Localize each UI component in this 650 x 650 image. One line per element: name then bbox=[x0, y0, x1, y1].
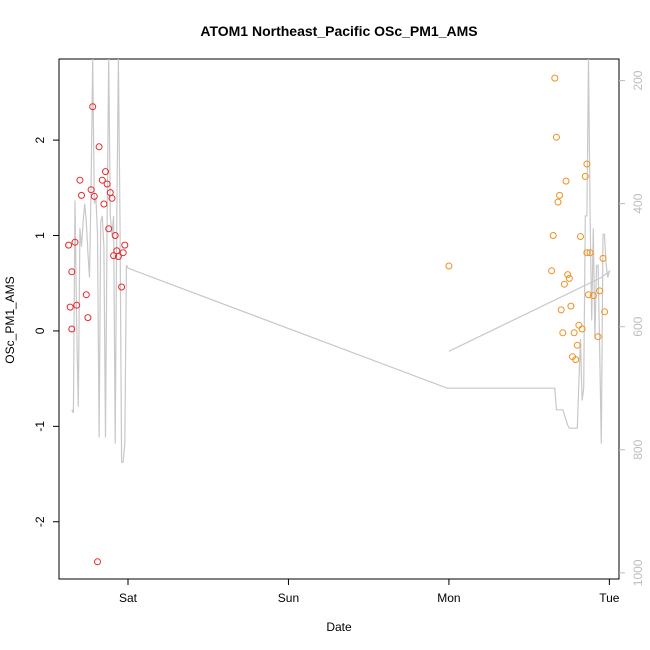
y-axis-label: OSc_PM1_AMS bbox=[3, 276, 17, 363]
right-tick-label: 400 bbox=[631, 193, 645, 213]
data-point-series-2 bbox=[596, 287, 604, 295]
data-point-series-1 bbox=[68, 325, 76, 333]
data-point-series-2 bbox=[575, 321, 583, 329]
data-point-series-1 bbox=[114, 253, 122, 260]
pressure-line-layer bbox=[71, 59, 611, 463]
data-point-series-2 bbox=[551, 74, 559, 82]
data-point-series-1 bbox=[76, 176, 84, 184]
x-tick-label: Sat bbox=[119, 591, 138, 605]
data-point-series-2 bbox=[583, 249, 591, 257]
data-point-series-1 bbox=[103, 180, 111, 188]
data-point-series-1 bbox=[98, 176, 106, 184]
data-point-series-2 bbox=[567, 302, 575, 310]
y-tick-label: 0 bbox=[33, 327, 47, 334]
data-point-series-1 bbox=[65, 241, 73, 249]
data-point-series-2 bbox=[560, 280, 568, 288]
data-point-series-1 bbox=[89, 103, 97, 111]
data-point-series-1 bbox=[102, 168, 109, 176]
data-point-series-1 bbox=[118, 283, 126, 291]
data-point-series-2 bbox=[565, 274, 573, 282]
pressure-line bbox=[71, 59, 611, 463]
data-point-series-1 bbox=[87, 186, 95, 194]
data-point-series-2 bbox=[557, 306, 565, 314]
right-tick-label: 200 bbox=[631, 70, 645, 90]
data-point-series-1 bbox=[111, 232, 119, 239]
data-point-series-2 bbox=[559, 329, 567, 337]
data-point-series-1 bbox=[71, 238, 79, 246]
right-tick-label: 1000 bbox=[631, 559, 645, 586]
data-point-series-1 bbox=[68, 268, 76, 276]
x-axis: Sat Sun Mon Tue bbox=[119, 579, 620, 605]
right-tick-label: 800 bbox=[631, 439, 645, 459]
data-point-series-1 bbox=[78, 191, 85, 199]
data-point-series-2 bbox=[556, 191, 564, 199]
data-point-series-1 bbox=[94, 558, 101, 566]
data-point-series-2 bbox=[562, 177, 570, 185]
data-point-series-2 bbox=[601, 308, 609, 316]
data-point-series-1 bbox=[100, 200, 108, 208]
data-point-series-2 bbox=[594, 333, 602, 341]
y-axis: -2 -1 0 1 2 bbox=[33, 136, 59, 527]
data-point-series-2 bbox=[583, 160, 591, 168]
data-point-series-2 bbox=[589, 292, 597, 300]
data-point-series-1 bbox=[90, 192, 98, 200]
data-point-series-2 bbox=[554, 198, 562, 206]
data-point-series-1 bbox=[121, 241, 129, 249]
plot-frame bbox=[58, 58, 620, 580]
data-point-series-1 bbox=[84, 314, 92, 322]
y-tick-label: 2 bbox=[33, 136, 47, 143]
data-point-series-1 bbox=[73, 301, 81, 309]
x-tick-label: Sun bbox=[278, 591, 299, 605]
data-point-series-2 bbox=[578, 325, 586, 333]
data-point-series-2 bbox=[599, 254, 607, 262]
data-point-series-2 bbox=[564, 271, 572, 279]
right-axis: 200 400 600 800 1000 bbox=[619, 70, 645, 586]
y-tick-label: -2 bbox=[33, 516, 47, 527]
data-point-series-2 bbox=[548, 267, 556, 275]
data-point-series-1 bbox=[66, 303, 74, 311]
data-point-series-1 bbox=[82, 291, 90, 299]
data-point-series-2 bbox=[573, 341, 581, 349]
data-point-series-2 bbox=[552, 133, 560, 141]
data-point-series-1 bbox=[108, 194, 116, 202]
data-point-series-1 bbox=[105, 225, 113, 233]
y-tick-label: 1 bbox=[33, 232, 47, 239]
x-tick-label: Tue bbox=[599, 591, 620, 605]
data-point-series-1 bbox=[110, 252, 118, 260]
data-point-series-2 bbox=[549, 232, 557, 239]
data-point-series-1 bbox=[95, 143, 103, 151]
data-point-series-2 bbox=[586, 249, 594, 257]
data-point-series-2 bbox=[572, 356, 580, 364]
data-point-series-1 bbox=[119, 249, 127, 257]
y-tick-label: -1 bbox=[33, 421, 47, 432]
x-axis-label: Date bbox=[326, 620, 352, 634]
data-point-series-2 bbox=[445, 262, 453, 270]
data-point-series-2 bbox=[577, 233, 584, 240]
chart-title: ATOM1 Northeast_Pacific OSc_PM1_AMS bbox=[200, 23, 477, 39]
data-point-series-2 bbox=[585, 291, 592, 299]
data-point-series-2 bbox=[570, 329, 578, 337]
points-layer bbox=[65, 74, 609, 566]
data-point-series-2 bbox=[581, 172, 589, 180]
x-tick-label: Mon bbox=[437, 591, 460, 605]
right-tick-label: 600 bbox=[631, 316, 645, 336]
